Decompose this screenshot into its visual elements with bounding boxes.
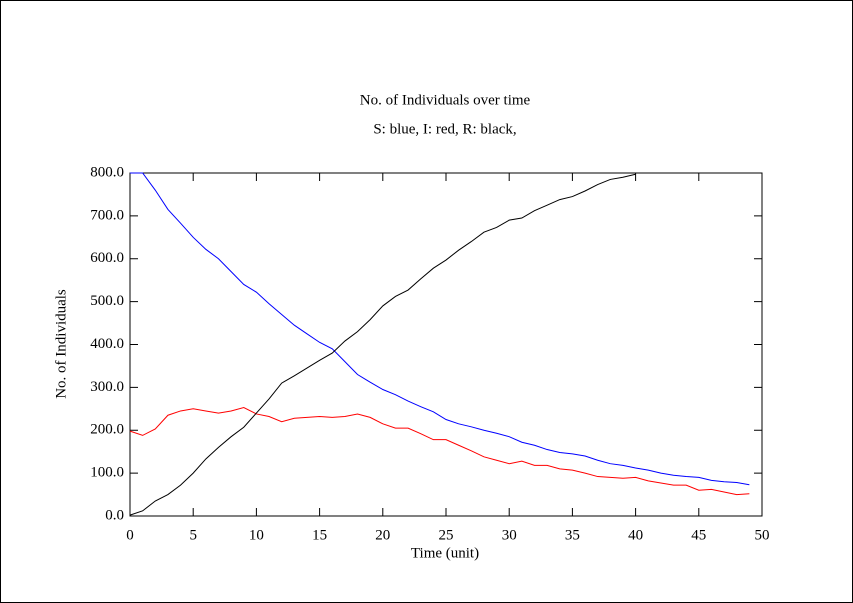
- x-tick-label: 15: [312, 527, 327, 543]
- y-tick-label: 700.0: [90, 207, 124, 223]
- y-tick-label: 300.0: [90, 379, 124, 395]
- x-tick-label: 5: [189, 527, 197, 543]
- x-tick-label: 35: [565, 527, 580, 543]
- chart-subtitle: S: blue, I: red, R: black,: [373, 121, 516, 137]
- x-tick-label: 25: [439, 527, 454, 543]
- x-axis-label: Time (unit): [411, 545, 479, 561]
- y-tick-label: 0.0: [105, 507, 124, 523]
- series-line: [130, 172, 750, 486]
- x-tick-label: 50: [755, 527, 770, 543]
- y-tick-label: 100.0: [90, 465, 124, 481]
- y-axis-label: No. of Individuals: [53, 289, 69, 399]
- x-tick-label: 45: [691, 527, 706, 543]
- x-tick-label: 10: [249, 527, 264, 543]
- y-tick-label: 200.0: [90, 422, 124, 438]
- x-tick-label: 40: [628, 527, 643, 543]
- series-line: [129, 173, 636, 516]
- x-tick-label: 0: [126, 527, 134, 543]
- x-tick-label: 30: [502, 527, 517, 543]
- y-tick-label: 800.0: [90, 164, 124, 180]
- y-tick-label: 400.0: [90, 336, 124, 352]
- y-tick-label: 500.0: [90, 293, 124, 309]
- chart-title: No. of Individuals over time: [360, 92, 531, 108]
- x-tick-label: 20: [375, 527, 390, 543]
- y-tick-label: 600.0: [90, 250, 124, 266]
- series-line: [129, 406, 750, 496]
